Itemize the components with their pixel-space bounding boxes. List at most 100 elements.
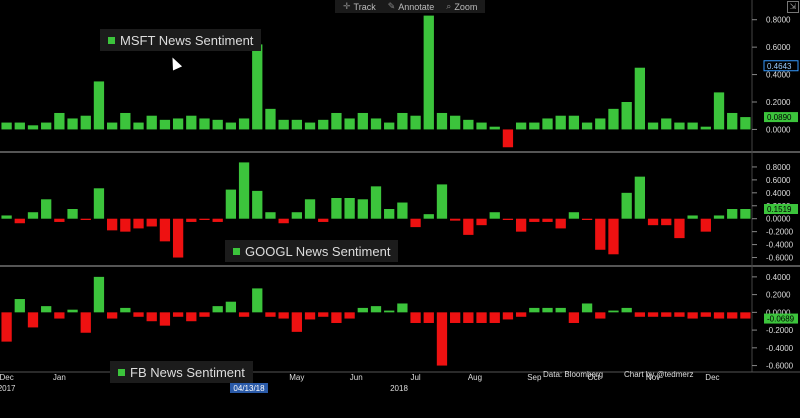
bar (146, 218, 157, 227)
bar (172, 118, 184, 130)
bar (384, 122, 395, 130)
bar (331, 198, 342, 219)
bar (238, 118, 250, 130)
bar (14, 122, 25, 130)
bar (252, 190, 263, 219)
bar (423, 15, 434, 130)
bar (489, 212, 500, 219)
legend-swatch (233, 247, 240, 255)
bar (278, 312, 289, 319)
track-button[interactable]: ✛ Track (343, 1, 376, 12)
bar (450, 218, 461, 221)
bar (713, 92, 725, 130)
bar (41, 199, 52, 219)
bar (304, 312, 316, 320)
bar (370, 118, 382, 130)
last-value-label: 0.0890 (767, 113, 792, 122)
bar (80, 218, 91, 220)
annotate-button[interactable]: ✎ Annotate (387, 1, 435, 12)
bar (502, 218, 514, 220)
y-tick-label: 0.4000 (766, 189, 791, 198)
x-tick-label: Nov (646, 373, 660, 382)
y-tick-label: 0.0000 (766, 215, 791, 224)
bar (133, 122, 144, 130)
bar (647, 218, 659, 226)
y-tick-label: 0.2000 (766, 98, 791, 107)
y-tick-label: -0.2000 (766, 228, 794, 237)
bar (555, 115, 566, 130)
bar (54, 312, 65, 319)
bar (318, 119, 329, 130)
bar (661, 312, 672, 317)
y-tick-label: 0.8000 (766, 16, 791, 25)
bar (54, 112, 65, 130)
y-tick-label: -0.4000 (766, 344, 794, 353)
bar (595, 218, 606, 250)
bar (463, 312, 474, 323)
bar (476, 312, 487, 323)
legend-fb: FB News Sentiment (110, 361, 253, 383)
bar (700, 218, 711, 232)
bar (423, 214, 434, 219)
bar (344, 198, 355, 219)
bar (106, 218, 118, 231)
bar (225, 189, 237, 219)
bar (568, 212, 580, 219)
bar (595, 118, 606, 130)
legend-swatch (108, 36, 115, 44)
bar (27, 312, 39, 328)
y-tick-label: -0.4000 (766, 241, 794, 250)
bar (106, 122, 118, 130)
bar (542, 118, 553, 130)
bar (93, 276, 105, 313)
y-tick-label: 0.6000 (766, 176, 791, 185)
bar (476, 218, 487, 226)
bar (212, 218, 223, 222)
bar (529, 218, 540, 222)
bar (397, 112, 408, 130)
bar (555, 307, 566, 313)
bar (159, 218, 171, 242)
bar (278, 218, 289, 224)
bar (397, 303, 408, 313)
bar (515, 122, 527, 130)
bar (252, 44, 263, 130)
bar (67, 209, 78, 219)
bar (542, 307, 553, 313)
bar (489, 126, 500, 130)
bar (436, 312, 448, 366)
bar (238, 162, 250, 219)
bar (265, 212, 276, 219)
bar (120, 307, 131, 313)
zoom-button[interactable]: ⌕ Zoom (446, 1, 478, 12)
bar (146, 115, 157, 130)
bar (687, 312, 698, 319)
bar (225, 301, 237, 313)
bar (199, 218, 210, 220)
last-value-badge (764, 204, 798, 214)
bar (199, 118, 210, 130)
bar (608, 310, 619, 313)
bar (199, 312, 210, 317)
bar (54, 218, 65, 222)
bar (1, 122, 12, 130)
expand-icon[interactable]: ⇲ (787, 1, 799, 13)
x-tick-label: Oct (587, 373, 600, 382)
y-tick-label: 0.2000 (766, 291, 791, 300)
bar (450, 115, 461, 130)
bar (41, 122, 52, 130)
bar (661, 118, 672, 130)
highlight-date-label: 04/13/18 (233, 384, 265, 393)
bar (674, 122, 685, 130)
bar (397, 202, 408, 219)
bar (265, 312, 276, 317)
bar (436, 184, 448, 219)
magnifier-icon: ⌕ (446, 1, 452, 11)
bar (370, 306, 382, 313)
bar (186, 312, 197, 322)
bar (423, 312, 434, 323)
x-tick-label: Jun (350, 373, 363, 382)
bar (186, 218, 197, 222)
bar (581, 218, 593, 220)
